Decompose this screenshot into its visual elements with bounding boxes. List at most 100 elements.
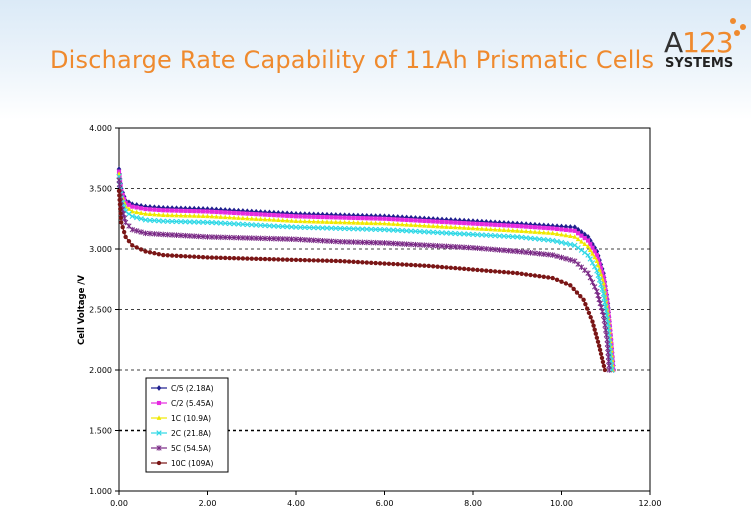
data-marker — [280, 257, 285, 262]
data-marker — [381, 226, 388, 233]
data-marker — [289, 218, 294, 223]
data-marker — [465, 244, 472, 251]
data-marker — [222, 207, 228, 213]
data-marker — [470, 244, 476, 251]
data-marker — [453, 217, 458, 224]
data-marker — [435, 219, 440, 224]
legend-item: 2C (21.8A) — [151, 429, 211, 438]
data-marker — [231, 256, 237, 261]
data-marker — [165, 205, 170, 211]
data-marker — [364, 239, 370, 246]
data-marker — [120, 225, 125, 230]
data-marker — [134, 228, 140, 234]
data-marker — [118, 206, 123, 212]
data-marker — [408, 218, 414, 223]
data-marker — [453, 224, 458, 230]
data-marker — [368, 239, 374, 246]
data-marker — [160, 218, 166, 224]
data-marker — [492, 226, 498, 232]
data-marker — [421, 242, 427, 248]
data-marker — [170, 208, 175, 213]
data-marker — [391, 261, 396, 267]
data-marker — [587, 247, 593, 253]
data-marker — [598, 266, 603, 271]
logo-wordmark: A123 — [664, 26, 734, 59]
data-marker — [134, 205, 139, 210]
data-marker — [377, 261, 383, 266]
data-marker — [324, 258, 330, 263]
data-marker — [567, 241, 574, 248]
data-marker — [439, 219, 445, 224]
data-marker — [351, 259, 356, 265]
data-marker — [223, 255, 228, 261]
data-marker — [152, 211, 157, 217]
data-marker — [121, 229, 127, 235]
data-marker — [514, 248, 520, 255]
data-marker — [218, 214, 224, 219]
data-marker — [266, 235, 273, 242]
data-marker — [537, 274, 542, 279]
data-marker — [196, 209, 201, 214]
data-marker — [528, 272, 533, 278]
data-marker — [600, 270, 605, 275]
data-marker — [541, 251, 547, 257]
data-marker — [218, 234, 224, 241]
data-marker — [470, 225, 476, 231]
data-marker — [592, 284, 598, 290]
data-marker — [117, 202, 123, 207]
data-marker — [360, 260, 365, 265]
data-marker — [588, 315, 593, 320]
y-tick-label: 2.000 — [89, 366, 112, 375]
data-marker — [599, 355, 605, 361]
data-marker — [448, 265, 454, 270]
data-marker — [395, 221, 401, 227]
data-marker — [497, 222, 502, 228]
data-marker — [372, 239, 379, 246]
data-marker — [600, 312, 607, 319]
data-marker — [413, 218, 418, 223]
data-marker — [284, 210, 290, 217]
data-marker — [382, 220, 387, 226]
data-marker — [174, 253, 179, 258]
data-marker — [506, 223, 511, 228]
data-marker — [444, 265, 449, 270]
data-marker — [550, 230, 555, 236]
data-marker — [160, 231, 166, 238]
data-marker — [373, 220, 378, 226]
data-marker — [249, 235, 255, 241]
data-marker — [119, 220, 124, 225]
data-marker — [316, 214, 321, 220]
data-marker — [448, 243, 454, 250]
data-marker — [563, 227, 568, 232]
data-marker — [253, 256, 259, 261]
data-marker — [501, 269, 507, 275]
data-marker — [165, 253, 170, 258]
data-marker — [200, 206, 206, 212]
data-marker — [226, 234, 233, 241]
data-marker — [320, 219, 325, 224]
y-axis-label: Cell Voltage /V — [77, 275, 87, 345]
data-marker — [129, 226, 135, 233]
data-marker — [595, 272, 601, 279]
data-marker — [563, 240, 569, 247]
data-marker — [364, 260, 369, 265]
legend-swatch-marker — [156, 430, 162, 436]
data-marker — [235, 234, 242, 241]
data-marker — [523, 228, 529, 234]
data-marker — [307, 258, 312, 263]
legend-item: 1C (10.9A) — [151, 414, 211, 423]
data-marker — [302, 218, 308, 224]
data-marker — [400, 262, 405, 267]
data-marker — [575, 226, 581, 233]
data-marker — [483, 218, 489, 225]
data-marker — [430, 264, 436, 269]
data-marker — [152, 251, 157, 256]
data-marker — [253, 208, 259, 215]
legend-item: C/2 (5.45A) — [151, 399, 214, 408]
x-tick-label: 10.00 — [550, 499, 573, 508]
series-3 — [116, 173, 615, 373]
data-marker — [461, 225, 467, 230]
data-marker — [537, 225, 542, 230]
data-marker — [506, 270, 511, 275]
